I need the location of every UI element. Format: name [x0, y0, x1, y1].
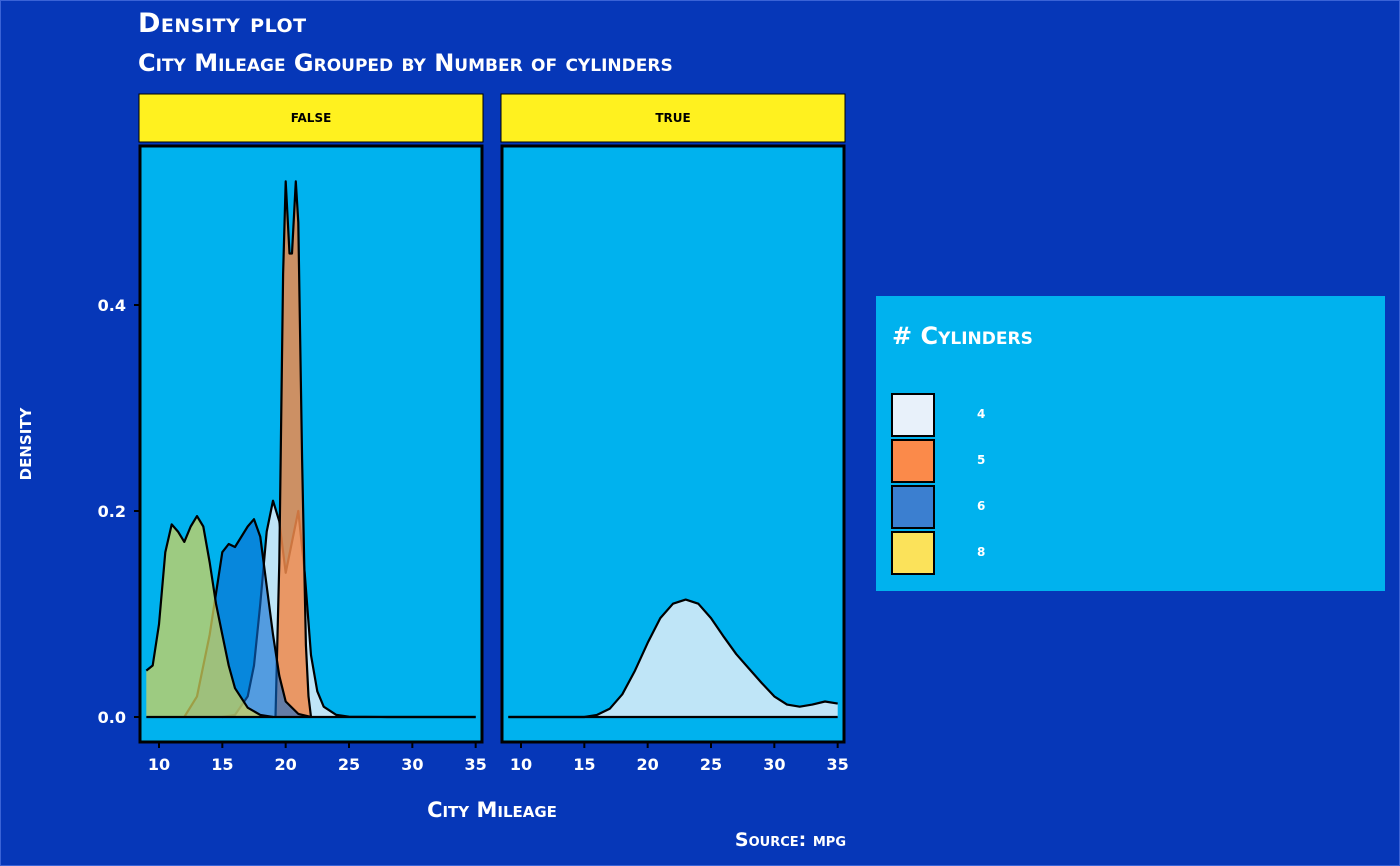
x-tick-label-true-20: 20 — [637, 755, 659, 774]
legend-item-5: 5 — [891, 439, 1091, 483]
density-area-true-cyl-4 — [508, 599, 838, 717]
x-tick-label-true-10: 10 — [510, 755, 532, 774]
legend-label-6: 6 — [977, 499, 986, 513]
density-curve-false-cyl-5 — [274, 180, 313, 718]
chart-subtitle: City Mileage Grouped by Number of cylind… — [138, 49, 673, 77]
legend-label-4: 4 — [977, 407, 986, 421]
density-area-false-cyl-5 — [275, 181, 311, 717]
legend-key-6 — [891, 485, 935, 529]
y-tick-label-0: 0.0 — [98, 708, 126, 727]
x-tick-label-true-35: 35 — [827, 755, 849, 774]
legend: # Cylinders 4 5 6 8 — [876, 296, 1385, 591]
y-tick-label-2: 0.4 — [98, 296, 126, 315]
x-tick-label-false-20: 20 — [275, 755, 297, 774]
legend-key-8 — [891, 531, 935, 575]
legend-item-4: 4 — [891, 393, 1091, 437]
caption: Source: mpg — [734, 829, 846, 851]
legend-key-4 — [891, 393, 935, 437]
facet-strip-label-false: FALSE — [291, 111, 332, 125]
facet-strip-true — [500, 93, 846, 143]
x-tick-label-true-30: 30 — [763, 755, 785, 774]
legend-item-6: 6 — [891, 485, 1091, 529]
x-tick-label-false-10: 10 — [148, 755, 170, 774]
legend-label-8: 8 — [977, 545, 986, 559]
x-tick-label-false-35: 35 — [465, 755, 487, 774]
x-tick-label-false-15: 15 — [211, 755, 233, 774]
legend-key-5 — [891, 439, 935, 483]
density-area-false-cyl-8 — [146, 516, 273, 717]
x-tick-label-false-25: 25 — [338, 755, 360, 774]
legend-title: # Cylinders — [892, 322, 1033, 350]
x-tick-label-true-25: 25 — [700, 755, 722, 774]
y-axis-title: density — [12, 406, 36, 480]
x-tick-label-false-30: 30 — [401, 755, 423, 774]
x-axis-title: City Mileage — [427, 798, 557, 822]
density-curve-false-cyl-8 — [145, 515, 274, 719]
chart-title: Density plot — [138, 8, 307, 39]
facet-strip-false — [138, 93, 484, 143]
x-tick-label-true-15: 15 — [573, 755, 595, 774]
legend-label-5: 5 — [977, 453, 986, 467]
legend-item-8: 8 — [891, 531, 1091, 575]
y-tick-label-1: 0.2 — [98, 502, 126, 521]
density-curve-true-cyl-4 — [508, 598, 838, 719]
facet-strip-label-true: TRUE — [655, 111, 690, 125]
